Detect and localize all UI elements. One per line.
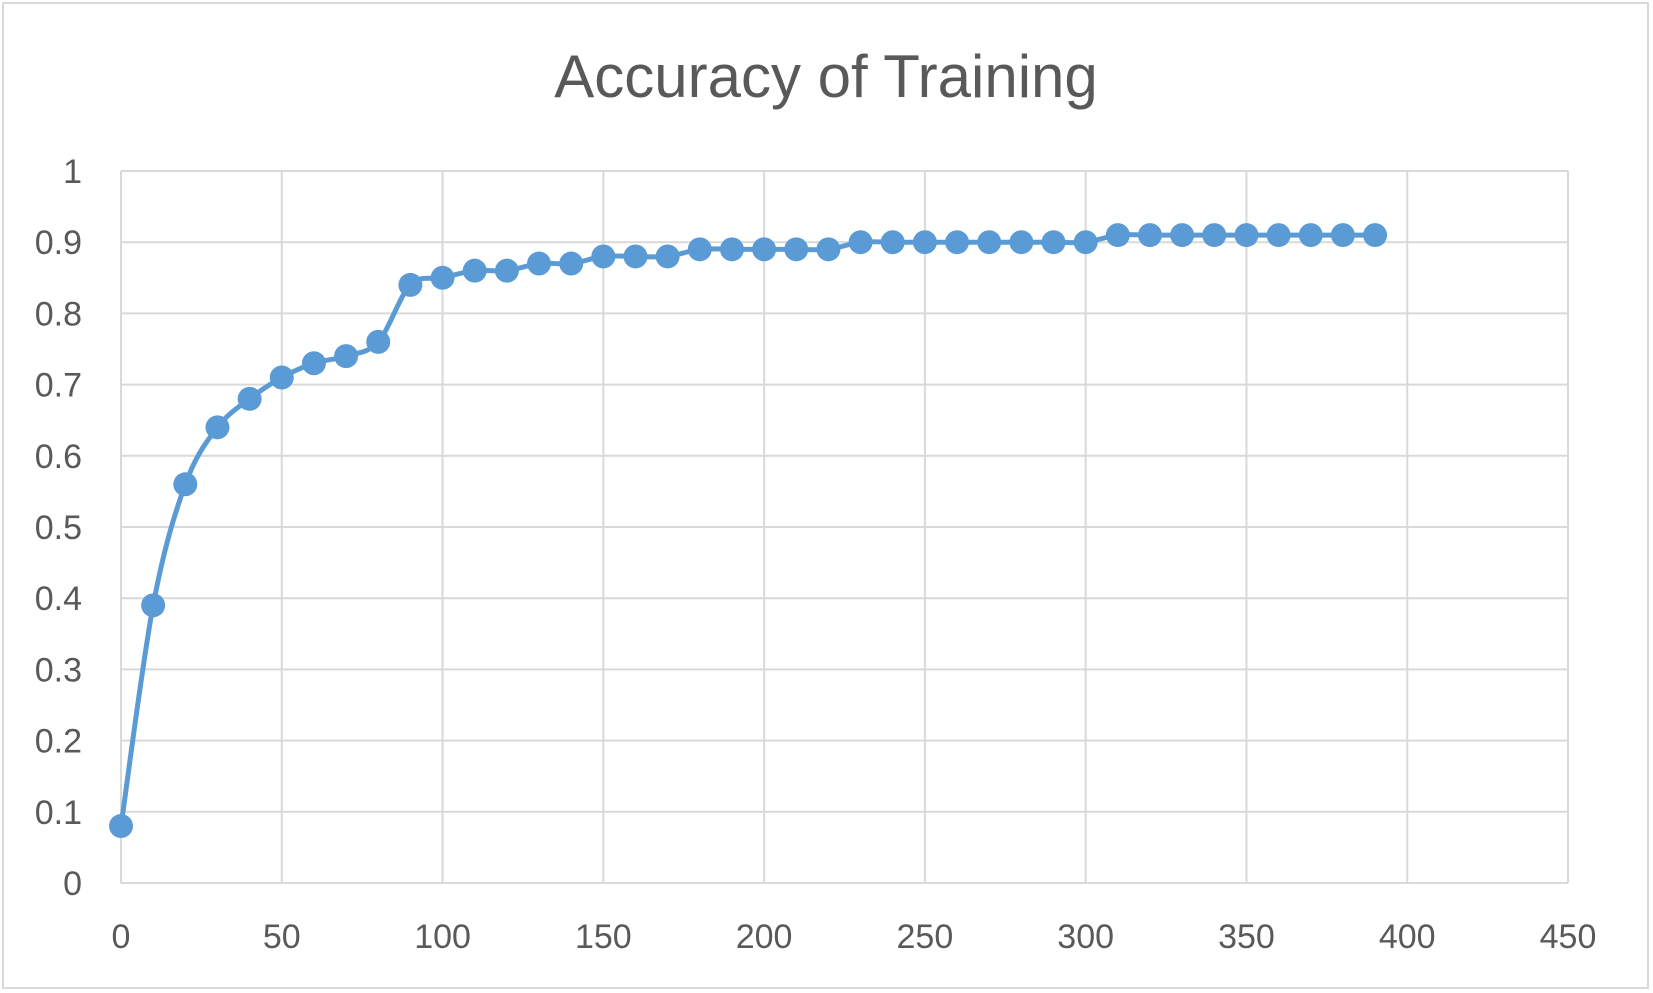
y-tick-label: 0.5 [35, 509, 82, 547]
data-point [1363, 223, 1388, 248]
data-point [1266, 223, 1291, 248]
data-point [269, 365, 294, 390]
data-point [141, 593, 166, 618]
data-points [109, 223, 1388, 839]
data-point [559, 251, 584, 276]
y-tick-label: 0.9 [35, 224, 82, 262]
y-tick-label: 0.6 [35, 438, 82, 476]
gridlines [120, 170, 1569, 884]
data-point [687, 237, 712, 262]
data-point [977, 230, 1002, 255]
y-tick-label: 1 [63, 153, 82, 191]
data-point [494, 258, 519, 283]
y-tick-label: 0.3 [35, 651, 82, 689]
data-point [1137, 223, 1162, 248]
data-point [912, 230, 937, 255]
data-point [1105, 223, 1130, 248]
x-tick-label: 450 [1540, 918, 1597, 956]
x-tick-label: 150 [575, 918, 632, 956]
data-point [366, 329, 391, 354]
y-tick-label: 0.7 [35, 367, 82, 405]
data-point [237, 386, 262, 411]
data-point [301, 351, 326, 376]
data-point [1298, 223, 1323, 248]
data-point [398, 272, 423, 297]
data-point [1073, 230, 1098, 255]
x-tick-label: 350 [1218, 918, 1275, 956]
data-point [334, 344, 359, 369]
data-point [1330, 223, 1355, 248]
data-point [205, 415, 230, 440]
y-tick-label: 0.2 [35, 723, 82, 761]
x-tick-label: 100 [414, 918, 471, 956]
data-point [1202, 223, 1227, 248]
x-tick-label: 200 [736, 918, 793, 956]
chart-title: Accuracy of Training [554, 43, 1098, 110]
data-point [816, 237, 841, 262]
data-point [784, 237, 809, 262]
data-point [109, 814, 133, 839]
y-tick-label: 0.1 [35, 794, 82, 832]
data-point [655, 244, 680, 269]
data-point [1234, 223, 1259, 248]
data-point [848, 230, 873, 255]
x-tick-label: 250 [897, 918, 954, 956]
y-tick-label: 0.8 [35, 295, 82, 333]
data-point [752, 237, 777, 262]
tick-labels: 0 0.1 0.2 0.3 0.4 0.5 0.6 0.7 0.8 0.9 1 0 50 100 150 20… [35, 153, 1597, 956]
series-line [118, 232, 1376, 827]
data-point [173, 472, 198, 497]
data-point [880, 230, 905, 255]
y-tick-label: 0 [63, 865, 82, 903]
data-point [1041, 230, 1066, 255]
y-tick-label: 0.4 [35, 580, 82, 618]
x-tick-label: 0 [112, 918, 131, 956]
data-point [430, 265, 455, 290]
data-point [945, 230, 970, 255]
data-point [1170, 223, 1195, 248]
data-point [591, 244, 616, 269]
data-point [623, 244, 648, 269]
data-point [719, 237, 744, 262]
x-tick-label: 300 [1057, 918, 1114, 956]
data-point [527, 251, 552, 276]
data-point [1009, 230, 1034, 255]
x-tick-label: 50 [263, 918, 301, 956]
data-point [462, 258, 487, 283]
x-tick-label: 400 [1379, 918, 1436, 956]
